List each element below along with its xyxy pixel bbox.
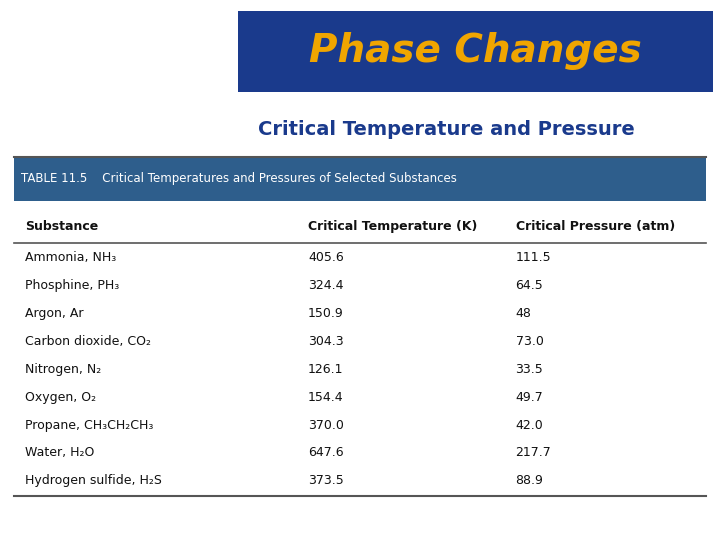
Text: 370.0: 370.0 (308, 418, 344, 431)
Text: 324.4: 324.4 (308, 279, 343, 292)
Text: 42.0: 42.0 (516, 418, 544, 431)
Text: 48: 48 (516, 307, 531, 320)
Text: 111.5: 111.5 (516, 251, 551, 264)
Text: Nitrogen, N₂: Nitrogen, N₂ (24, 363, 101, 376)
Text: 88.9: 88.9 (516, 474, 544, 487)
Text: Substance: Substance (24, 220, 98, 233)
Text: Hydrogen sulfide, H₂S: Hydrogen sulfide, H₂S (24, 474, 162, 487)
Text: Phase Changes: Phase Changes (309, 32, 642, 70)
FancyBboxPatch shape (14, 157, 706, 201)
Text: 647.6: 647.6 (308, 447, 343, 460)
Text: 33.5: 33.5 (516, 363, 544, 376)
Text: TABLE 11.5    Critical Temperatures and Pressures of Selected Substances: TABLE 11.5 Critical Temperatures and Pre… (22, 172, 457, 185)
Text: 373.5: 373.5 (308, 474, 344, 487)
Text: 150.9: 150.9 (308, 307, 344, 320)
Text: Critical Temperature and Pressure: Critical Temperature and Pressure (258, 120, 635, 139)
Text: 64.5: 64.5 (516, 279, 544, 292)
Text: Ammonia, NH₃: Ammonia, NH₃ (24, 251, 116, 264)
Text: 49.7: 49.7 (516, 390, 544, 403)
Text: Critical Temperature (K): Critical Temperature (K) (308, 220, 477, 233)
Text: Water, H₂O: Water, H₂O (24, 447, 94, 460)
Text: 304.3: 304.3 (308, 335, 343, 348)
Text: Phosphine, PH₃: Phosphine, PH₃ (24, 279, 119, 292)
Text: 126.1: 126.1 (308, 363, 343, 376)
Text: Critical Pressure (atm): Critical Pressure (atm) (516, 220, 675, 233)
Text: Carbon dioxide, CO₂: Carbon dioxide, CO₂ (24, 335, 150, 348)
Text: Oxygen, O₂: Oxygen, O₂ (24, 390, 96, 403)
Text: Argon, Ar: Argon, Ar (24, 307, 84, 320)
Text: 154.4: 154.4 (308, 390, 343, 403)
Text: Propane, CH₃CH₂CH₃: Propane, CH₃CH₂CH₃ (24, 418, 153, 431)
Text: 405.6: 405.6 (308, 251, 344, 264)
Text: 73.0: 73.0 (516, 335, 544, 348)
Text: 217.7: 217.7 (516, 447, 552, 460)
